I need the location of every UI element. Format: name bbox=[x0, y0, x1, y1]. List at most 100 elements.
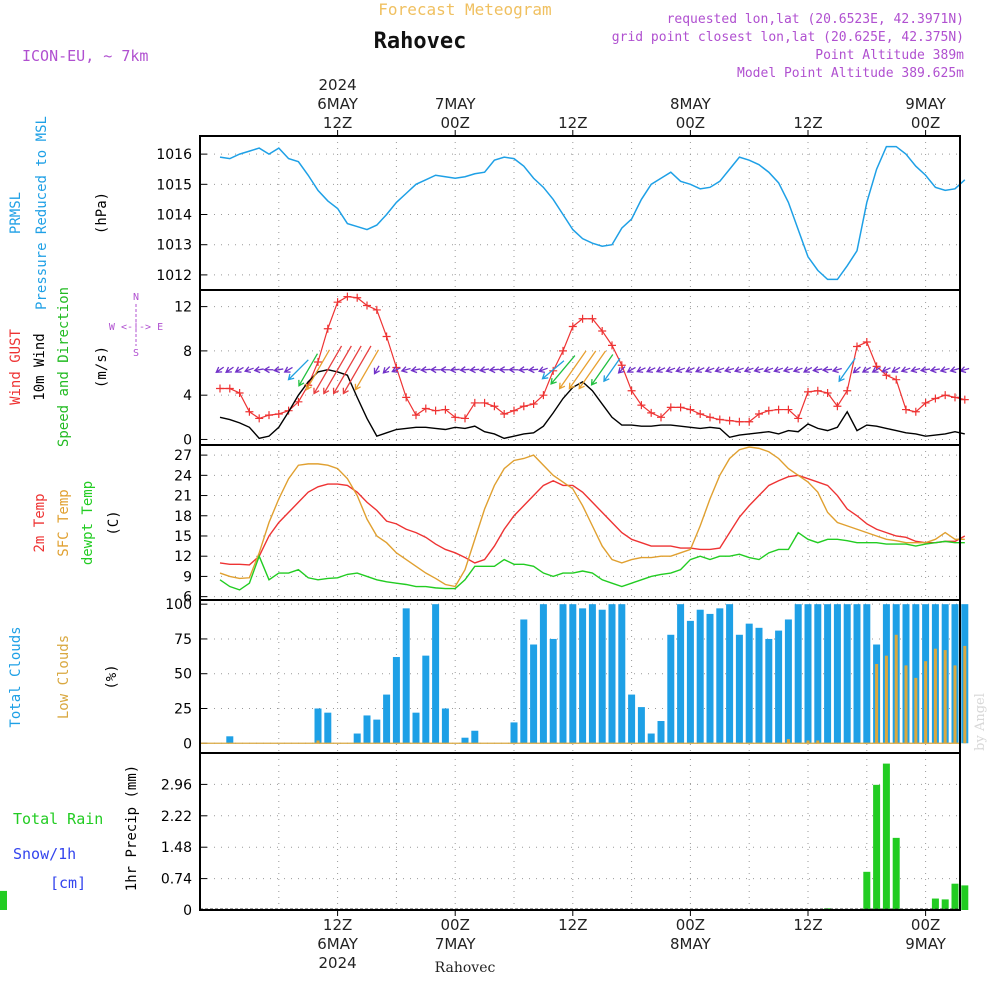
wind-direction-arrow bbox=[449, 366, 460, 374]
y-tick-label: 12 bbox=[174, 300, 192, 316]
gust-point bbox=[265, 411, 273, 420]
wind-direction-arrow bbox=[782, 366, 793, 374]
total-cloud-bar bbox=[843, 604, 851, 744]
total-cloud-bar bbox=[539, 604, 547, 744]
wind-direction-arrow bbox=[342, 345, 372, 395]
wind-direction-arrow bbox=[949, 366, 960, 374]
total-cloud-bar bbox=[549, 638, 557, 744]
wind-direction-arrow bbox=[694, 366, 705, 373]
gust-point bbox=[216, 384, 224, 393]
bottom-time-label: 8MAY bbox=[670, 935, 712, 953]
wind-direction-arrow bbox=[704, 366, 715, 374]
rain-label: Total Rain bbox=[13, 810, 103, 828]
gust-point bbox=[294, 397, 303, 406]
bottom-time-label: 00Z bbox=[441, 916, 470, 934]
low-cloud-bar bbox=[884, 655, 888, 744]
wind-direction-arrow bbox=[881, 366, 891, 373]
gust-point bbox=[510, 406, 518, 415]
gust-point bbox=[578, 314, 587, 323]
wind-direction-arrow bbox=[578, 350, 607, 390]
gust-point bbox=[774, 405, 783, 414]
wind-direction-arrow bbox=[617, 366, 626, 374]
cloud-axis-label-1: Low Clouds bbox=[56, 635, 72, 719]
wind-direction-arrow bbox=[253, 366, 264, 374]
total-cloud-bar bbox=[657, 721, 665, 744]
total-cloud-bar bbox=[804, 604, 812, 744]
low-cloud-bar bbox=[894, 634, 898, 744]
top-time-label: 2024 bbox=[319, 76, 357, 94]
total-cloud-bar bbox=[863, 604, 871, 744]
gust-point bbox=[627, 386, 636, 395]
subtitle: Forecast Meteogram bbox=[378, 0, 551, 19]
y-tick-label: 2.22 bbox=[161, 809, 192, 825]
pressure-unit-label: (hPa) bbox=[94, 192, 110, 234]
gust-point bbox=[549, 366, 558, 375]
y-tick-label: 18 bbox=[174, 509, 192, 525]
low-cloud-bar bbox=[953, 665, 957, 744]
wind-direction-arrow bbox=[518, 366, 529, 374]
pressure-axis-label-1: Pressure Reduced to MSL bbox=[34, 116, 50, 310]
gust-point bbox=[255, 414, 264, 423]
y-tick-label: 24 bbox=[174, 468, 192, 484]
low-cloud-bar bbox=[924, 661, 928, 744]
wind-direction-arrow bbox=[263, 366, 274, 374]
gust-point bbox=[225, 384, 234, 393]
gust-point bbox=[500, 410, 509, 418]
wind-axis-label-0: Wind GUST bbox=[8, 329, 24, 405]
total-cloud-bar bbox=[824, 604, 832, 744]
wind-direction-arrow bbox=[603, 357, 621, 383]
total-cloud-bar bbox=[677, 604, 685, 744]
gust-point bbox=[735, 417, 744, 426]
gust-point bbox=[441, 405, 450, 414]
total-cloud-bar bbox=[588, 604, 596, 744]
cloud-unit-label: (%) bbox=[104, 664, 120, 689]
top-time-label: 12Z bbox=[793, 114, 822, 132]
bottom-time-label: 2024 bbox=[319, 954, 357, 972]
bottom-time-label: 12Z bbox=[323, 916, 352, 934]
wind-direction-arrow bbox=[439, 366, 450, 374]
total-cloud-bar bbox=[383, 694, 391, 744]
gust-point bbox=[647, 408, 656, 417]
panel-frame-1 bbox=[199, 289, 961, 446]
total-cloud-bar bbox=[598, 609, 606, 744]
panel-frame-2 bbox=[199, 444, 961, 601]
wind-direction-arrow bbox=[743, 366, 754, 374]
total-cloud-bar bbox=[716, 608, 724, 744]
top-time-label: 9MAY bbox=[905, 95, 947, 113]
y-tick-label: 0 bbox=[183, 736, 192, 752]
total-cloud-bar bbox=[530, 644, 538, 744]
total-cloud-bar bbox=[618, 604, 626, 744]
wind-direction-arrow bbox=[527, 366, 539, 374]
total-cloud-bar bbox=[314, 708, 322, 744]
rain-bar bbox=[0, 890, 7, 910]
y-tick-label: 2.96 bbox=[161, 777, 192, 793]
compass-south: S bbox=[133, 348, 139, 359]
gust-point bbox=[451, 413, 460, 422]
temp-line-0 bbox=[219, 474, 966, 566]
gust-point bbox=[706, 413, 714, 422]
wind-direction-arrow bbox=[400, 366, 411, 374]
top-time-label: 8MAY bbox=[670, 95, 712, 113]
wind-direction-arrow bbox=[763, 366, 774, 374]
wind-direction-arrow bbox=[558, 350, 587, 390]
gust-point bbox=[529, 400, 538, 409]
wind-direction-arrow bbox=[459, 366, 470, 374]
total-cloud-bar bbox=[432, 604, 440, 744]
wind-direction-arrow bbox=[959, 366, 970, 374]
gust-point bbox=[588, 314, 597, 323]
wind-direction-arrow bbox=[685, 366, 695, 373]
y-tick-label: 4 bbox=[183, 388, 192, 404]
gust-point bbox=[245, 407, 254, 416]
y-tick-label: 8 bbox=[183, 344, 192, 360]
wind-direction-arrow bbox=[391, 366, 401, 373]
wind-direction-arrow bbox=[283, 366, 293, 373]
y-tick-label: 27 bbox=[174, 448, 192, 464]
gust-point bbox=[461, 414, 469, 423]
gust-point bbox=[843, 386, 852, 395]
total-cloud-bar bbox=[461, 737, 469, 744]
wind-direction-arrow bbox=[812, 366, 823, 374]
footer-location: Rahovec bbox=[435, 960, 496, 976]
grid-point-location: grid point closest lon,lat (20.625E, 42.… bbox=[612, 30, 964, 45]
wind-direction-arrow bbox=[215, 366, 225, 374]
